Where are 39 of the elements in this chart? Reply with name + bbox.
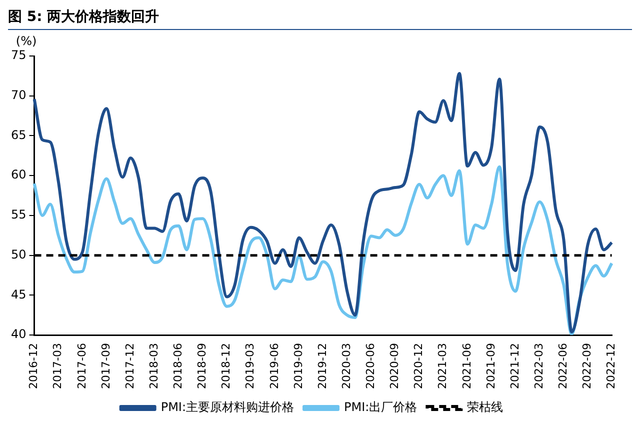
legend-label: PMI:出厂价格 <box>344 400 418 414</box>
y-axis-title: (%) <box>16 34 37 48</box>
x-tick-label: 2017-03 <box>51 343 64 390</box>
x-tick-label: 2022-12 <box>604 343 618 390</box>
x-tick-label: 2018-06 <box>172 343 185 390</box>
chart-title: 图 5: 两大价格指数回升 <box>8 8 632 30</box>
y-tick-label: 75 <box>10 48 26 62</box>
y-tick-label: 45 <box>10 287 26 302</box>
x-tick-label: 2018-09 <box>196 343 209 390</box>
legend-label: 荣枯线 <box>467 400 504 414</box>
x-tick-label: 2019-03 <box>244 343 257 390</box>
line-series <box>32 72 614 334</box>
x-tick-label: 2020-12 <box>412 343 426 390</box>
legend-label: PMI:主要原材料购进价格 <box>160 400 294 414</box>
x-tick-label: 2021-06 <box>460 343 474 390</box>
x-tick-label: 2019-09 <box>292 343 305 390</box>
x-tick-label: 2018-12 <box>220 343 233 390</box>
x-tick-label: 2017-06 <box>75 343 88 390</box>
x-tick-label: 2017-09 <box>99 343 112 390</box>
x-tick-label: 2019-12 <box>316 343 329 390</box>
y-tick-label: 40 <box>10 327 26 342</box>
x-tick-label: 2020-09 <box>388 343 402 390</box>
y-tick-label: 60 <box>10 168 26 182</box>
x-tick-label: 2016-12 <box>27 343 40 390</box>
x-tick-label: 2021-03 <box>436 343 450 390</box>
x-tick-label: 2019-06 <box>268 343 281 390</box>
x-tick-label: 2020-03 <box>340 343 353 390</box>
x-tick-label: 2018-03 <box>147 343 160 390</box>
y-tick-label: 65 <box>10 128 26 142</box>
y-tick-label: 55 <box>10 208 26 222</box>
y-tick-label: 50 <box>10 247 26 262</box>
x-tick-label: 2022-03 <box>532 343 546 390</box>
x-tick-label: 2017-12 <box>123 343 136 390</box>
x-tick-label: 2022-09 <box>580 343 594 390</box>
x-tick-label: 2021-12 <box>508 343 522 390</box>
x-tick-label: 2021-09 <box>484 343 498 390</box>
y-tick-label: 70 <box>10 88 26 102</box>
x-tick-label: 2022-06 <box>556 343 570 390</box>
x-tick-label: 2020-06 <box>364 343 378 390</box>
